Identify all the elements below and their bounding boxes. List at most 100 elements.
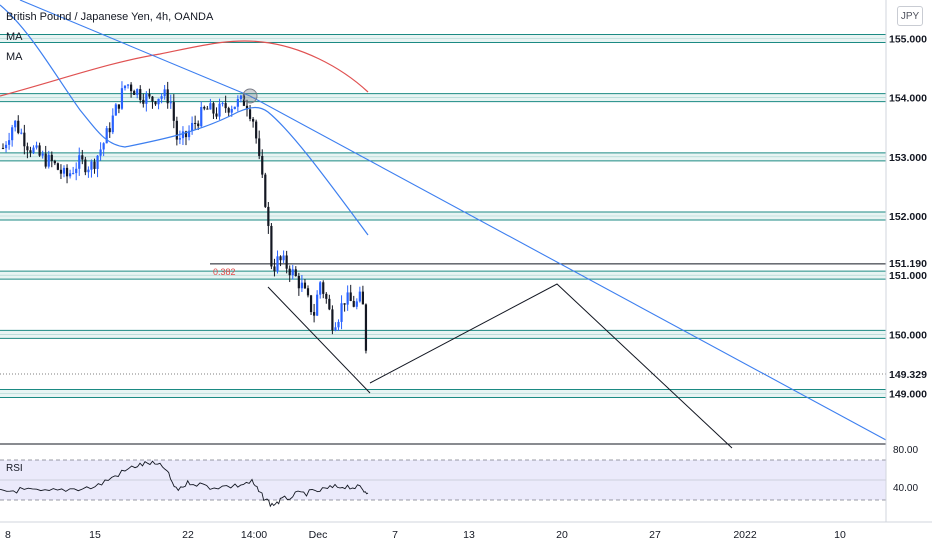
candle-body-92 (282, 255, 285, 261)
candle-body-103 (316, 294, 319, 316)
candle-body-106 (325, 293, 328, 299)
candle-body-105 (322, 282, 325, 294)
candle-body-27 (84, 159, 87, 173)
time-label-0: 8 (5, 529, 11, 541)
price-label-6: 150.000 (889, 329, 927, 341)
time-label-10: 10 (834, 529, 846, 541)
candle-body-49 (151, 96, 154, 102)
chart-title: British Pound / Japanese Yen, 4h, OANDA (6, 11, 214, 23)
price-label-bg-0 (887, 30, 932, 46)
ma-indicator-label-2[interactable]: MA (6, 51, 23, 63)
rsi-pane: RSI (0, 459, 886, 508)
candle-body-34 (105, 128, 108, 144)
candle-body-93 (285, 255, 288, 269)
candle-body-65 (200, 106, 203, 127)
candle-body-33 (102, 143, 105, 150)
price-label-bg-8 (887, 385, 932, 401)
price-label-bg-7 (887, 366, 932, 382)
candle-body-68 (209, 103, 212, 110)
candle-body-52 (160, 96, 163, 99)
candle-body-59 (181, 131, 185, 139)
time-label-2: 22 (182, 529, 194, 541)
candle-body-7 (23, 132, 26, 147)
time-label-6: 13 (463, 529, 475, 541)
candle-body-6 (20, 132, 23, 134)
candle-body-64 (197, 123, 200, 127)
axes: 155.000 154.000 153.000 152.000 151.190151.0… (0, 0, 932, 541)
candle-body-1 (4, 144, 8, 149)
overlay-lines: 0.382 (0, 0, 887, 449)
candle-body-83 (255, 121, 258, 139)
zones (0, 34, 886, 398)
candle-body-112 (343, 303, 346, 305)
candle-body-115 (352, 300, 355, 307)
candle-body-9 (29, 150, 32, 153)
candle-body-53 (163, 89, 166, 97)
candle-body-10 (32, 147, 35, 153)
time-label-7: 20 (556, 529, 568, 541)
candle-body-73 (224, 103, 227, 109)
price-label-bg-1 (887, 89, 932, 105)
time-label-8: 27 (649, 529, 661, 541)
price-label-2: 153.000 (889, 152, 927, 164)
candle-body-45 (139, 89, 142, 100)
ma-indicator-label-1[interactable]: MA (6, 31, 23, 43)
candle-body-116 (355, 301, 358, 307)
candle-body-11 (35, 145, 38, 148)
candle-body-47 (145, 93, 148, 104)
price-label-bg-3 (887, 208, 932, 223)
time-label-5: 7 (392, 529, 398, 541)
candle-body-72 (221, 103, 224, 105)
time-label-1: 15 (89, 529, 101, 541)
candle-body-118 (361, 291, 364, 305)
candle-body-42 (130, 84, 133, 92)
candle-body-15 (47, 154, 50, 167)
currency-button[interactable]: JPY (897, 6, 923, 26)
candle-body-38 (117, 104, 120, 109)
candle-body-96 (294, 269, 297, 277)
candle-body-4 (14, 120, 17, 128)
price-label-bg-2 (887, 148, 932, 164)
candle-body-81 (248, 109, 252, 119)
candle-body-35 (108, 128, 111, 133)
candle-body-17 (53, 160, 56, 164)
candle-body-84 (258, 138, 261, 156)
price-label-3: 152.000 (889, 211, 927, 223)
candle-body-119 (364, 304, 368, 351)
candle-body-51 (157, 98, 160, 105)
candle-body-85 (261, 155, 264, 175)
candle-body-48 (148, 93, 151, 97)
candle-body-60 (184, 131, 188, 138)
candle-body-74 (227, 108, 230, 113)
candle-body-46 (142, 99, 145, 104)
candle-body-3 (11, 127, 14, 141)
candle-body-104 (319, 282, 322, 295)
candle-body-19 (59, 169, 63, 174)
candle-body-66 (203, 106, 206, 109)
candle-body-62 (191, 122, 194, 131)
candle-body-32 (99, 149, 102, 156)
candle-body-90 (276, 256, 279, 272)
candle-body-61 (187, 130, 191, 138)
candle-body-2 (8, 140, 11, 145)
candle-body-8 (26, 146, 29, 151)
candle-body-98 (300, 282, 303, 289)
candle-body-16 (50, 154, 53, 161)
candle-body-79 (242, 95, 246, 106)
candle-body-29 (90, 161, 93, 170)
candle-body-71 (218, 103, 221, 117)
candle-body-12 (38, 145, 41, 156)
candle-body-41 (126, 84, 130, 86)
rsi-axis-label-1: 40.00 (893, 483, 918, 494)
candle-body-58 (178, 138, 181, 140)
candle-body-113 (346, 292, 349, 305)
candle-body-97 (297, 276, 300, 289)
candle-body-100 (306, 288, 310, 296)
projection-path (369, 283, 733, 449)
rsi-label: RSI (6, 463, 23, 474)
candle-body-43 (133, 91, 136, 95)
candle-body-76 (233, 106, 236, 109)
candle-body-101 (309, 295, 313, 313)
